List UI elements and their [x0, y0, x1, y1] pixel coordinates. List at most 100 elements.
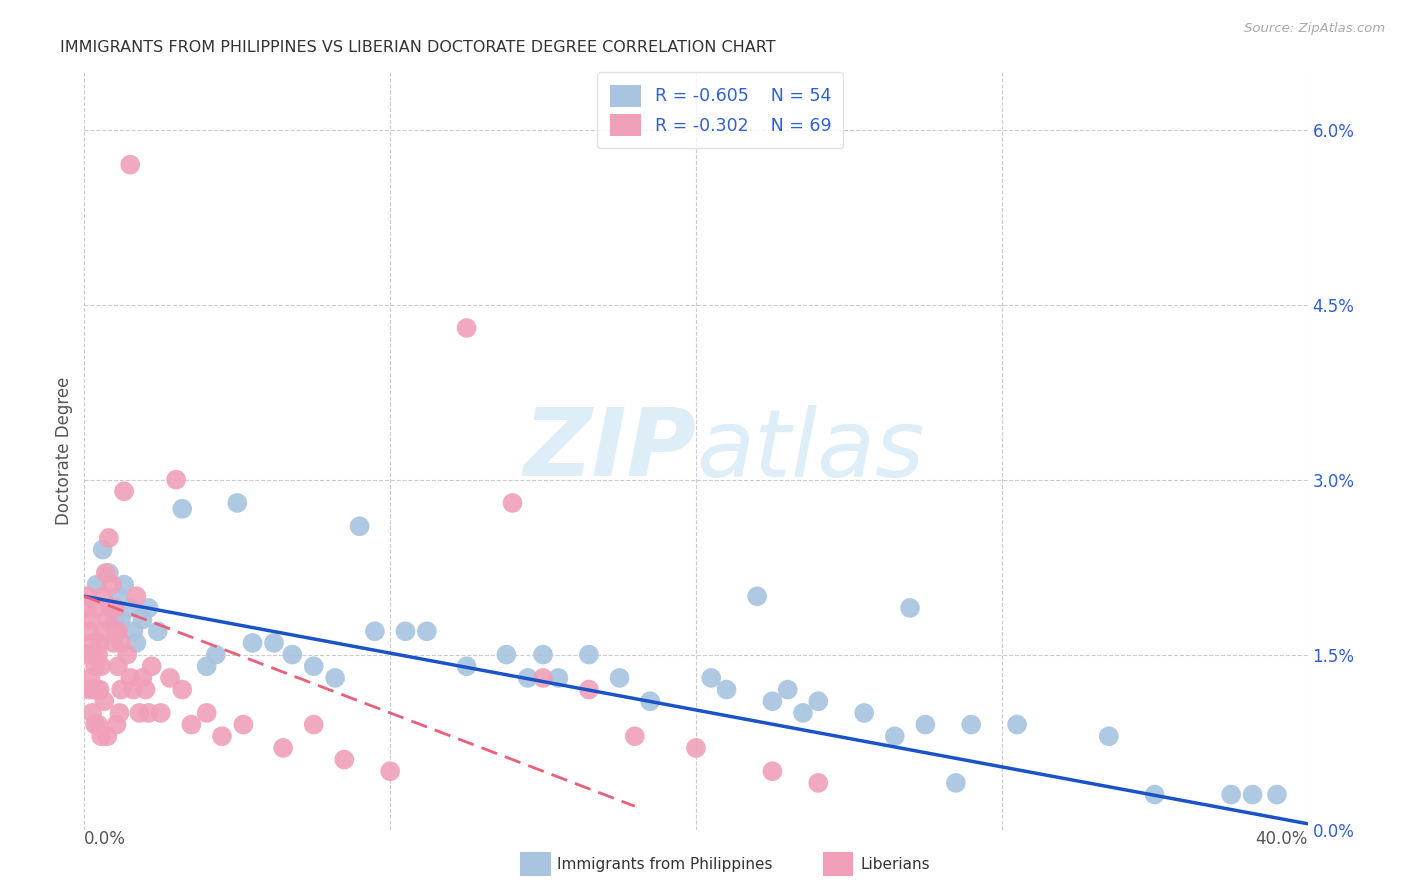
- Point: [112, 484, 135, 499]
- Point: [101, 577, 124, 591]
- Point: [125, 589, 148, 603]
- Point: [115, 648, 138, 662]
- Point: [77, 682, 100, 697]
- Point: [263, 636, 285, 650]
- Point: [685, 740, 707, 755]
- Point: [323, 671, 346, 685]
- Point: [211, 729, 233, 743]
- Point: [135, 682, 157, 697]
- Point: [302, 717, 325, 731]
- Point: [792, 706, 814, 720]
- Point: [1005, 717, 1028, 731]
- Point: [394, 624, 416, 639]
- Point: [1241, 788, 1264, 802]
- Point: [125, 636, 148, 650]
- Point: [624, 729, 647, 743]
- FancyBboxPatch shape: [823, 852, 853, 876]
- Point: [195, 659, 218, 673]
- Point: [75, 601, 97, 615]
- Point: [97, 566, 120, 580]
- Point: [138, 706, 160, 720]
- Point: [87, 717, 110, 731]
- Point: [1220, 788, 1243, 802]
- Point: [807, 776, 830, 790]
- Point: [1098, 729, 1121, 743]
- Point: [105, 717, 128, 731]
- Text: Liberians: Liberians: [860, 856, 931, 871]
- Point: [91, 542, 114, 557]
- Point: [79, 613, 101, 627]
- Y-axis label: Doctorate Degree: Doctorate Degree: [55, 376, 73, 524]
- Point: [96, 729, 118, 743]
- Text: 0.0%: 0.0%: [84, 830, 127, 847]
- Point: [149, 706, 172, 720]
- Point: [131, 613, 153, 627]
- Point: [89, 682, 111, 697]
- Point: [84, 717, 107, 731]
- Point: [120, 601, 142, 615]
- Point: [761, 694, 783, 708]
- Point: [83, 682, 105, 697]
- Point: [107, 589, 129, 603]
- Point: [416, 624, 439, 639]
- Point: [86, 601, 108, 615]
- Point: [747, 589, 769, 603]
- Point: [110, 613, 132, 627]
- Point: [638, 694, 661, 708]
- Point: [349, 519, 371, 533]
- Point: [380, 764, 402, 779]
- Point: [945, 776, 967, 790]
- Point: [700, 671, 723, 685]
- Point: [180, 717, 202, 731]
- Point: [80, 706, 103, 720]
- Point: [914, 717, 936, 731]
- Point: [495, 648, 517, 662]
- Point: [103, 636, 125, 650]
- Point: [104, 601, 127, 615]
- Text: atlas: atlas: [696, 405, 924, 496]
- Point: [195, 706, 218, 720]
- Text: 40.0%: 40.0%: [1256, 830, 1308, 847]
- Point: [90, 659, 112, 673]
- Point: [83, 648, 105, 662]
- Point: [1265, 788, 1288, 802]
- Point: [898, 601, 921, 615]
- Point: [807, 694, 830, 708]
- Point: [77, 624, 100, 639]
- Point: [776, 682, 799, 697]
- Point: [86, 577, 108, 591]
- Point: [578, 648, 600, 662]
- Point: [128, 706, 150, 720]
- Point: [960, 717, 983, 731]
- Point: [716, 682, 738, 697]
- Point: [120, 671, 142, 685]
- Point: [302, 659, 325, 673]
- Point: [108, 706, 131, 720]
- Point: [104, 624, 127, 639]
- Point: [138, 601, 160, 615]
- Point: [531, 671, 554, 685]
- Point: [364, 624, 387, 639]
- Text: Source: ZipAtlas.com: Source: ZipAtlas.com: [1244, 22, 1385, 36]
- Text: ZIP: ZIP: [523, 404, 696, 497]
- Point: [271, 740, 294, 755]
- Point: [141, 659, 163, 673]
- Point: [456, 659, 478, 673]
- Point: [333, 753, 356, 767]
- Point: [93, 624, 115, 639]
- Point: [101, 601, 124, 615]
- Point: [90, 729, 112, 743]
- Point: [91, 589, 114, 603]
- Point: [96, 613, 118, 627]
- Point: [112, 577, 135, 591]
- Point: [80, 636, 103, 650]
- Point: [110, 636, 132, 650]
- Point: [172, 682, 194, 697]
- Point: [98, 601, 121, 615]
- Point: [502, 496, 524, 510]
- Point: [232, 717, 254, 731]
- Point: [76, 648, 98, 662]
- Point: [146, 624, 169, 639]
- Point: [94, 566, 117, 580]
- Point: [883, 729, 905, 743]
